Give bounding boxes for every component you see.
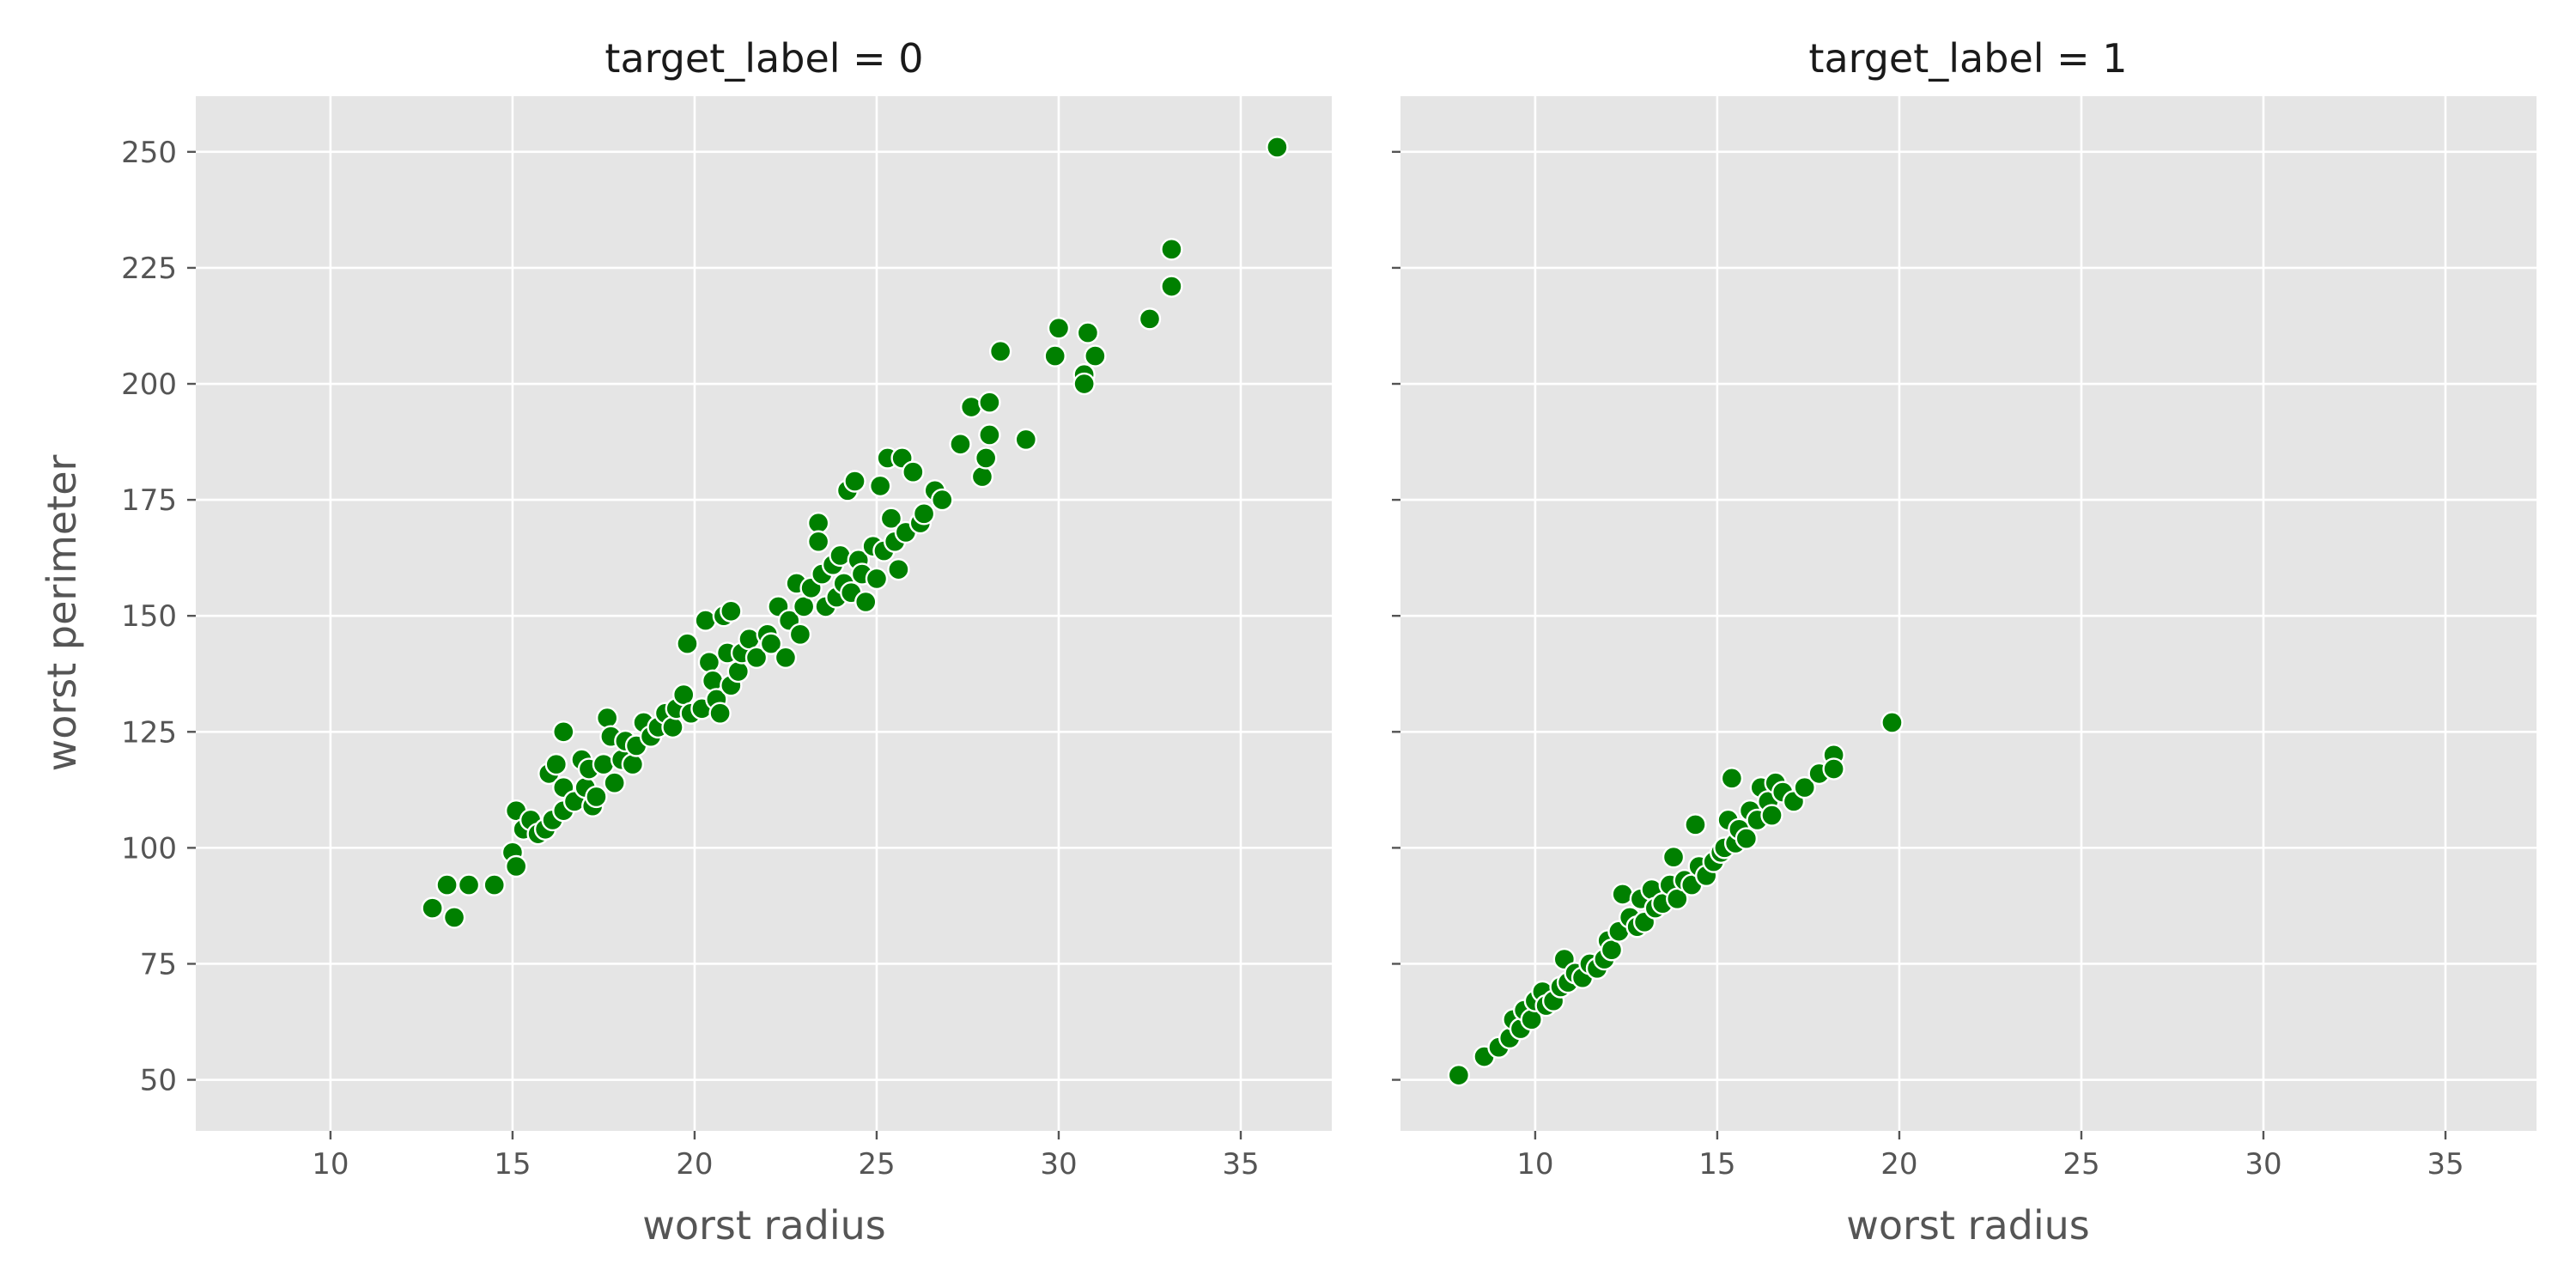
panel-left-scatter-point <box>978 391 1001 414</box>
panel-left-scatter-point <box>672 683 696 707</box>
panel-left-scatter-point <box>759 632 783 655</box>
panel-left-scatter-point <box>726 659 750 683</box>
panel-left-scatter-point <box>1160 238 1183 261</box>
panel-left-scatter-point <box>1072 372 1096 396</box>
panel-left-x-tick-label: 30 <box>1040 1147 1077 1182</box>
panel-left-scatter-point <box>1043 344 1066 368</box>
panel-left: 10 15 20 25 30 35 50 75 100 125 150 175 200 225 250 t… <box>39 35 1332 1249</box>
panel-left-scatter-point <box>1160 275 1183 298</box>
panel-left-scatter-point <box>974 447 998 470</box>
panel-left-grid <box>196 96 1332 1131</box>
panel-left-scatter-point <box>879 507 903 530</box>
panel-left-scatter-point <box>978 423 1001 447</box>
panel-right-scatter-point <box>1760 804 1783 827</box>
panel-right-y-ticks <box>1392 150 1400 1081</box>
panel-right-title: target_label = 1 <box>1808 35 2127 82</box>
panel-right-scatter-point <box>1684 813 1707 836</box>
panel-right-x-tick-label: 15 <box>1698 1147 1735 1182</box>
y-tick-label: 150 <box>121 599 177 634</box>
panel-right-scatter-point <box>1447 1063 1471 1087</box>
panel-left-scatter-point <box>457 873 481 896</box>
y-tick-label: 200 <box>121 368 177 402</box>
panel-left-scatter-point <box>504 854 528 878</box>
panel-left-x-tick-label: 10 <box>312 1147 349 1182</box>
panel-right-scatter-point <box>1720 767 1744 790</box>
y-tick-label: 175 <box>121 483 177 518</box>
panel-right-x-ticks: 10 15 20 25 30 35 <box>1516 1131 2464 1182</box>
panel-left-scatter-point <box>788 623 812 647</box>
panel-left-scatter-point <box>902 460 925 483</box>
panel-left-x-ticks: 10 15 20 25 30 35 <box>312 1131 1260 1182</box>
panel-left-scatter-point <box>792 595 816 618</box>
panel-right-scatter-point <box>1793 775 1816 799</box>
panel-left-scatter-point <box>421 896 444 920</box>
panel-left-scatter-point <box>931 488 954 512</box>
panel-right-scatter-point <box>1662 845 1686 869</box>
panel-left-scatter-point <box>843 470 866 493</box>
panel-left-y-ticks: 50 75 100 125 150 175 200 225 250 <box>121 136 196 1098</box>
panel-right-scatter-point <box>1600 939 1624 962</box>
panel-right-x-tick-label: 25 <box>2063 1147 2099 1182</box>
panel-left-x-tick-label: 15 <box>494 1147 531 1182</box>
panel-left-scatter-point <box>806 530 830 553</box>
panel-right-grid <box>1400 96 2537 1131</box>
y-tick-label: 125 <box>121 715 177 750</box>
panel-right-points <box>1447 711 1904 1087</box>
panel-left-x-axis-label: worst radius <box>642 1202 886 1249</box>
panel-left-scatter-point <box>1138 307 1162 331</box>
panel-left-scatter-point <box>1266 136 1289 159</box>
panel-left-scatter-point <box>868 474 892 498</box>
panel-left-scatter-point <box>744 646 769 670</box>
panel-left-scatter-point <box>442 906 466 929</box>
panel-left-scatter-point <box>865 567 889 591</box>
panel-left-scatter-point <box>1047 316 1071 340</box>
panel-left-scatter-point <box>676 632 699 655</box>
panel-left-scatter-point <box>1084 344 1107 368</box>
panel-left-scatter-point <box>887 557 910 581</box>
y-tick-label: 225 <box>121 252 177 286</box>
panel-left-scatter-point <box>854 590 878 614</box>
panel-left-scatter-point <box>949 433 972 456</box>
panel-right-scatter-point <box>1880 711 1904 734</box>
panel-right-x-axis-label: worst radius <box>1846 1202 2090 1249</box>
panel-right-scatter-point <box>1822 757 1845 781</box>
panel-left-x-tick-label: 35 <box>1222 1147 1259 1182</box>
panel-right-x-tick-label: 20 <box>1880 1147 1917 1182</box>
panel-left-scatter-point <box>661 715 684 739</box>
panel-left-scatter-point <box>585 785 608 809</box>
panel-left-scatter-point <box>621 752 645 776</box>
panel-right: 10 15 20 25 30 35 target_label = 1 worst radi… <box>1392 35 2537 1249</box>
panel-left-title: target_label = 0 <box>605 35 923 82</box>
panel-left-scatter-point <box>708 702 732 725</box>
y-tick-label: 50 <box>140 1064 177 1098</box>
panel-left-scatter-point <box>595 706 619 730</box>
panel-left-scatter-point <box>970 465 994 489</box>
panel-left-scatter-point <box>774 646 798 670</box>
panel-left-scatter-point <box>544 752 568 776</box>
panel-left-scatter-point <box>1014 428 1038 452</box>
panel-right-x-tick-label: 35 <box>2427 1147 2464 1182</box>
y-axis-label: worst perimeter <box>39 454 85 771</box>
panel-left-scatter-point <box>1076 321 1100 344</box>
panel-left-scatter-point <box>720 599 743 623</box>
y-tick-label: 75 <box>140 947 177 981</box>
panel-left-scatter-point <box>552 720 575 744</box>
panel-left-scatter-point <box>483 873 506 896</box>
panel-left-x-tick-label: 20 <box>676 1147 713 1182</box>
panel-left-scatter-point <box>603 771 626 794</box>
panel-right-x-tick-label: 10 <box>1516 1147 1553 1182</box>
panel-left-points <box>421 136 1289 929</box>
panel-left-x-tick-label: 25 <box>858 1147 895 1182</box>
panel-left-scatter-point <box>806 511 830 535</box>
panel-left-scatter-point <box>988 339 1012 363</box>
y-tick-label: 100 <box>121 831 177 866</box>
panel-left-scatter-point <box>435 873 459 896</box>
panel-left-scatter-point <box>912 502 936 526</box>
y-tick-label: 250 <box>121 136 177 170</box>
panel-right-scatter-point <box>1735 827 1759 850</box>
panel-right-x-tick-label: 30 <box>2245 1147 2281 1182</box>
